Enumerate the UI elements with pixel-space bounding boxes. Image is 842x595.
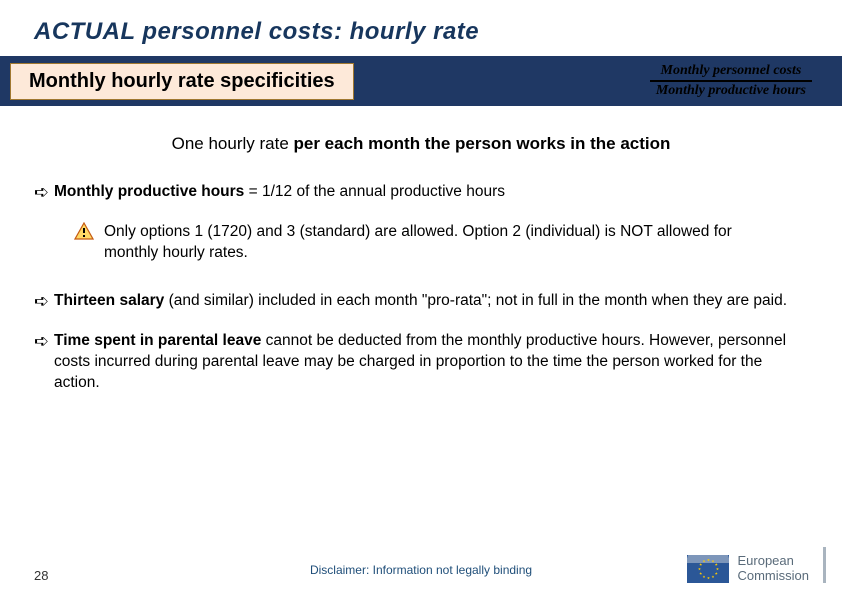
warning-text: Only options 1 (1720) and 3 (standard) a… <box>104 222 788 264</box>
main-statement-prefix: One hourly rate <box>172 134 294 153</box>
bullet-2-text: Thirteen salary (and similar) included i… <box>54 291 787 312</box>
page-number: 28 <box>34 568 48 583</box>
slide-title: ACTUAL personnel costs: hourly rate <box>0 0 842 56</box>
bullet-2-bold: Thirteen salary <box>54 292 164 309</box>
fraction-denominator: Monthly productive hours <box>650 80 812 99</box>
bullet-1-rest: = 1/12 of the annual productive hours <box>244 183 505 200</box>
warning-icon <box>74 222 100 240</box>
logo-divider <box>823 547 826 583</box>
footer: 28 Disclaimer: Information not legally b… <box>0 547 842 583</box>
bullet-3-bold: Time spent in parental leave <box>54 332 261 349</box>
bullet-arrow-icon: ➪ <box>34 331 54 353</box>
main-statement-bold: per each month the person works in the a… <box>294 134 671 153</box>
eu-flag-icon <box>687 555 729 583</box>
bullet-row-1: ➪ Monthly productive hours = 1/12 of the… <box>34 182 808 204</box>
ec-logo-text: European Commission <box>737 554 809 583</box>
bullet-1-bold: Monthly productive hours <box>54 183 244 200</box>
main-statement: One hourly rate per each month the perso… <box>34 134 808 154</box>
bullet-row-3: ➪ Time spent in parental leave cannot be… <box>34 331 808 394</box>
bullet-3-text: Time spent in parental leave cannot be d… <box>54 331 808 394</box>
ec-logo: European Commission <box>687 547 826 583</box>
bullet-2-rest: (and similar) included in each month "pr… <box>164 292 787 309</box>
content-area: One hourly rate per each month the perso… <box>0 106 842 394</box>
warning-row: Only options 1 (1720) and 3 (standard) a… <box>74 222 808 264</box>
rate-fraction: Monthly personnel costs Monthly producti… <box>650 63 818 99</box>
disclaimer-text: Disclaimer: Information not legally bind… <box>310 563 532 577</box>
bullet-arrow-icon: ➪ <box>34 291 54 313</box>
bullet-1-text: Monthly productive hours = 1/12 of the a… <box>54 182 505 203</box>
header-bar: Monthly hourly rate specificities Monthl… <box>0 56 842 106</box>
ec-line1: European <box>737 554 809 568</box>
fraction-numerator: Monthly personnel costs <box>650 63 812 80</box>
bullet-row-2: ➪ Thirteen salary (and similar) included… <box>34 291 808 313</box>
bullet-arrow-icon: ➪ <box>34 182 54 204</box>
subtitle-box: Monthly hourly rate specificities <box>10 63 354 100</box>
ec-line2: Commission <box>737 569 809 583</box>
